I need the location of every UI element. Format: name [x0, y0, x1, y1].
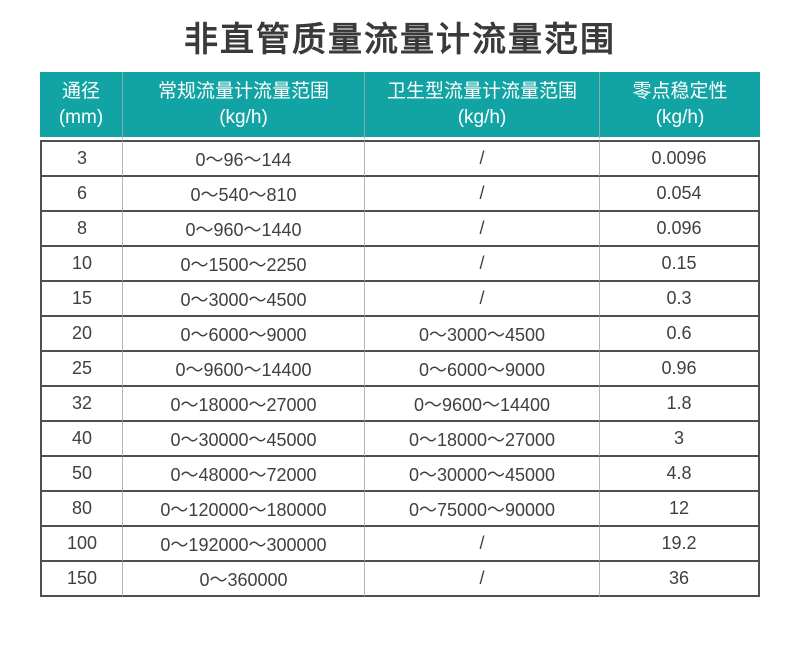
- table-row: 40 0～30000～45000 0～18000～27000 3: [40, 422, 760, 457]
- table-cell: /: [365, 247, 600, 282]
- table-cell: 0.096: [600, 212, 760, 247]
- header-cell-sanitary-range: 卫生型流量计流量范围 (kg/h): [365, 72, 600, 140]
- table-cell: 36: [600, 562, 760, 597]
- table-cell: 32: [40, 387, 123, 422]
- table-cell: 4.8: [600, 457, 760, 492]
- table-cell: 3: [600, 422, 760, 457]
- table-cell: 6: [40, 177, 123, 212]
- table-cell: 0.96: [600, 352, 760, 387]
- table-cell: 0.15: [600, 247, 760, 282]
- table-cell: 0～3000～4500: [365, 317, 600, 352]
- table-cell: 0～1500～2250: [123, 247, 365, 282]
- table-cell: 0～48000～72000: [123, 457, 365, 492]
- header-label: 通径: [61, 81, 100, 103]
- table-cell: 3: [40, 140, 123, 177]
- header-unit: (kg/h): [655, 106, 705, 128]
- table-cell: /: [365, 527, 600, 562]
- table-cell: 1.8: [600, 387, 760, 422]
- header-label: 零点稳定性: [632, 81, 728, 103]
- table-cell: 0.6: [600, 317, 760, 352]
- table-row: 50 0～48000～72000 0～30000～45000 4.8: [40, 457, 760, 492]
- table-row: 100 0～192000～300000/19.2: [40, 527, 760, 562]
- table-row: 25 0～9600～14400 0～6000～9000 0.96: [40, 352, 760, 387]
- table-cell: 80: [40, 492, 123, 527]
- table-cell: 0～540～810: [123, 177, 365, 212]
- table-cell: 0～192000～300000: [123, 527, 365, 562]
- table-row: 80 0～120000～180000 0～75000～90000 12: [40, 492, 760, 527]
- header-unit: (mm): [58, 106, 104, 128]
- table-row: 150 0～360000/36: [40, 562, 760, 597]
- table-cell: 0～18000～27000: [123, 387, 365, 422]
- table-row: 32 0～18000～27000 0～9600～14400 1.8: [40, 387, 760, 422]
- table-cell: 0～120000～180000: [123, 492, 365, 527]
- table-cell: 0～6000～9000: [365, 352, 600, 387]
- table-row: 6 0～540～810/0.054: [40, 177, 760, 212]
- table-cell: 50: [40, 457, 123, 492]
- table-cell: 0～96～144: [123, 140, 365, 177]
- table-cell: 12: [600, 492, 760, 527]
- header-label: 常规流量计流量范围: [157, 81, 329, 103]
- table-cell: 0～75000～90000: [365, 492, 600, 527]
- table-cell: 0～18000～27000: [365, 422, 600, 457]
- table-row: 20 0～6000～9000 0～3000～4500 0.6: [40, 317, 760, 352]
- table-cell: 0～9600～14400: [365, 387, 600, 422]
- table-cell: /: [365, 177, 600, 212]
- table-cell: 0～30000～45000: [365, 457, 600, 492]
- table-cell: 15: [40, 282, 123, 317]
- header-unit: (kg/h): [457, 106, 507, 128]
- flow-range-table: 通径 (mm) 常规流量计流量范围 (kg/h) 卫生型流量计流量范围 (kg/…: [40, 72, 760, 597]
- header-cell-zero-stability: 零点稳定性 (kg/h): [600, 72, 760, 140]
- table-body: 3 0～96～144/0.0096 6 0～540～810/0.054 8 0～960～1…: [40, 140, 760, 597]
- table-cell: /: [365, 562, 600, 597]
- header-unit: (kg/h): [219, 106, 268, 128]
- table-row: 15 0～3000～4500/0.3: [40, 282, 760, 317]
- table-cell: 19.2: [600, 527, 760, 562]
- table-cell: /: [365, 282, 600, 317]
- table-cell: 25: [40, 352, 123, 387]
- table-cell: 0.3: [600, 282, 760, 317]
- header-cell-diameter: 通径 (mm): [40, 72, 123, 140]
- table-cell: 0～960～1440: [123, 212, 365, 247]
- table-cell: 0～9600～14400: [123, 352, 365, 387]
- table-cell: 40: [40, 422, 123, 457]
- table-header-row: 通径 (mm) 常规流量计流量范围 (kg/h) 卫生型流量计流量范围 (kg/…: [40, 72, 760, 140]
- page-title: 非直管质量流量计流量范围: [184, 21, 616, 59]
- table-cell: 0.0096: [600, 140, 760, 177]
- table-row: 3 0～96～144/0.0096: [40, 140, 760, 177]
- table-cell: 10: [40, 247, 123, 282]
- table-cell: 0～6000～9000: [123, 317, 365, 352]
- table-cell: 20: [40, 317, 123, 352]
- table-row: 10 0～1500～2250/0.15: [40, 247, 760, 282]
- header-cell-regular-range: 常规流量计流量范围 (kg/h): [123, 72, 365, 140]
- table-cell: 0～30000～45000: [123, 422, 365, 457]
- table-cell: 8: [40, 212, 123, 247]
- table-cell: 0～360000: [123, 562, 365, 597]
- table-cell: 0.054: [600, 177, 760, 212]
- table-cell: 0～3000～4500: [123, 282, 365, 317]
- table-cell: /: [365, 140, 600, 177]
- header-label: 卫生型流量计流量范围: [386, 81, 577, 103]
- table-cell: /: [365, 212, 600, 247]
- table-cell: 100: [40, 527, 123, 562]
- table-row: 8 0～960～1440/0.096: [40, 212, 760, 247]
- table-cell: 150: [40, 562, 123, 597]
